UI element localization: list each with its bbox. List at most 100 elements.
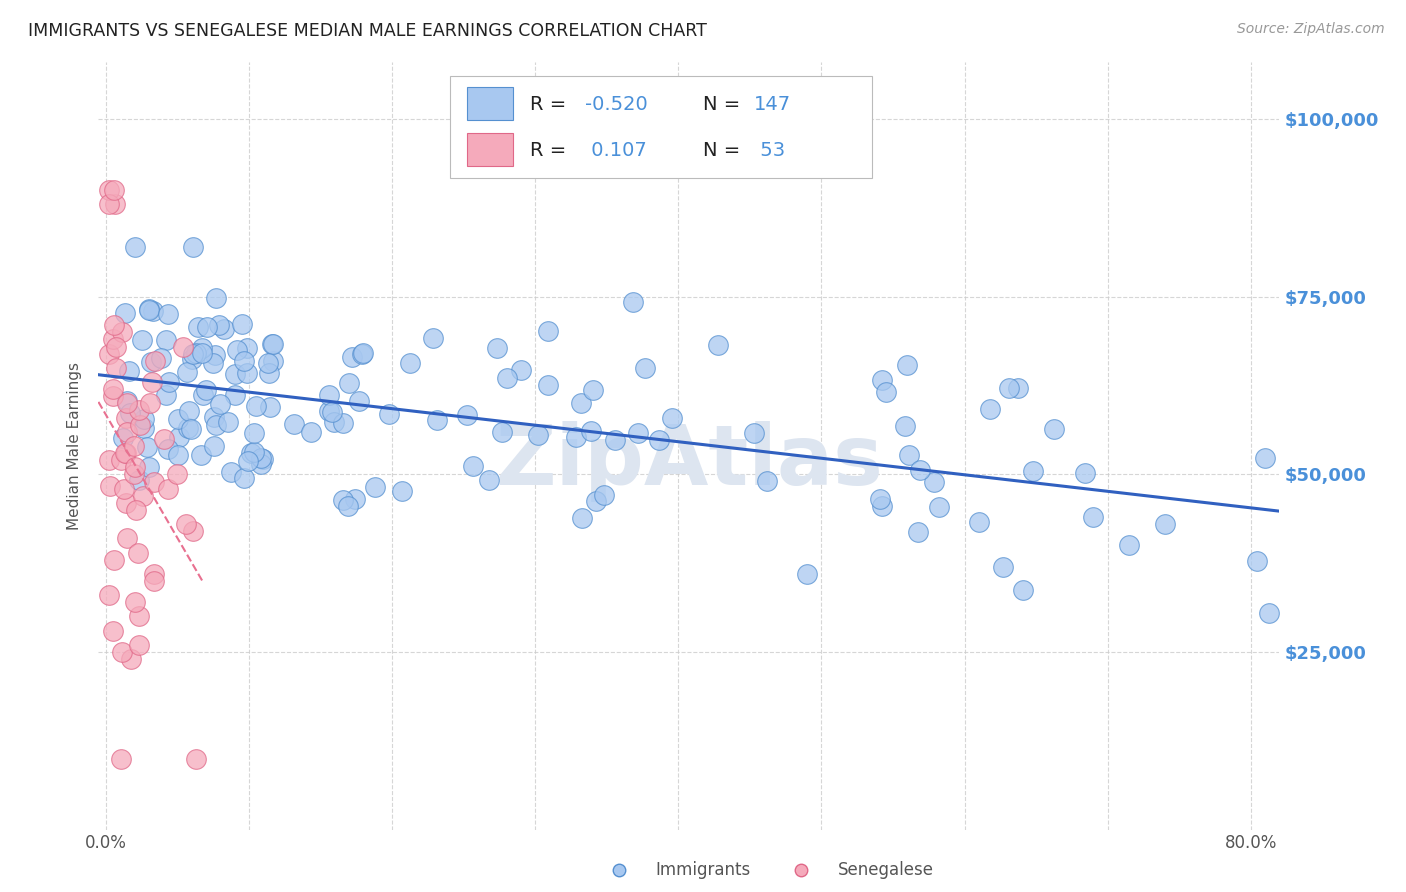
Text: N =: N = — [703, 141, 747, 160]
Point — [134, 421, 156, 435]
Point — [249, 457, 271, 471]
Point — [103, 318, 125, 333]
Point — [141, 375, 163, 389]
Point — [131, 334, 153, 348]
Point — [202, 409, 225, 424]
Point — [181, 240, 204, 254]
Point — [585, 493, 607, 508]
Text: IMMIGRANTS VS SENEGALESE MEDIAN MALE EARNINGS CORRELATION CHART: IMMIGRANTS VS SENEGALESE MEDIAN MALE EAR… — [28, 22, 707, 40]
Point — [252, 451, 274, 466]
Point — [571, 396, 593, 410]
Point — [141, 355, 163, 369]
Point — [486, 342, 509, 356]
Point — [186, 751, 208, 765]
Point — [240, 446, 263, 460]
Point — [744, 426, 766, 441]
Point — [755, 475, 778, 489]
Point — [352, 346, 374, 360]
Point — [422, 331, 444, 345]
Point — [707, 337, 730, 351]
Point — [104, 197, 127, 211]
Point — [157, 482, 180, 496]
Point — [322, 415, 344, 429]
Point — [191, 342, 214, 356]
Point — [621, 295, 644, 310]
Point — [98, 453, 121, 467]
Point — [112, 482, 135, 496]
Point — [564, 430, 586, 444]
Point — [260, 337, 283, 351]
Point — [115, 425, 138, 439]
Point — [118, 364, 141, 378]
Point — [1153, 516, 1175, 531]
Point — [527, 428, 550, 442]
Point — [157, 376, 180, 390]
Point — [122, 439, 145, 453]
Point — [426, 412, 449, 426]
Point — [224, 387, 246, 401]
Point — [139, 396, 162, 410]
Point — [177, 421, 200, 435]
Point — [124, 240, 146, 254]
Point — [112, 431, 135, 445]
Point — [103, 624, 125, 638]
Point — [179, 403, 201, 417]
Point — [491, 425, 513, 439]
Point — [262, 353, 284, 368]
Point — [908, 463, 931, 477]
Point — [332, 416, 354, 430]
Point — [870, 499, 893, 513]
Point — [124, 460, 146, 475]
Point — [896, 358, 918, 372]
FancyBboxPatch shape — [467, 133, 513, 166]
Point — [924, 475, 946, 489]
Point — [232, 354, 254, 368]
Point — [122, 467, 145, 482]
Point — [1022, 464, 1045, 478]
Point — [344, 491, 367, 506]
Point — [232, 471, 254, 485]
Point — [191, 388, 214, 402]
Text: Senegalese: Senegalese — [838, 861, 934, 879]
Point — [111, 326, 134, 340]
Point — [321, 405, 343, 419]
Point — [135, 440, 157, 454]
Point — [128, 609, 150, 624]
Point — [249, 451, 271, 466]
Point — [143, 574, 166, 588]
Point — [581, 383, 603, 397]
Point — [172, 340, 194, 354]
Point — [103, 183, 125, 197]
Point — [114, 306, 136, 320]
Point — [97, 588, 120, 602]
Point — [180, 422, 202, 436]
Point — [197, 320, 219, 334]
Point — [869, 491, 891, 506]
Point — [537, 324, 560, 338]
Point — [579, 425, 602, 439]
Point — [120, 652, 142, 666]
Point — [1118, 538, 1140, 552]
Point — [101, 389, 124, 403]
Point — [101, 382, 124, 396]
Point — [217, 415, 239, 429]
Point — [156, 442, 179, 457]
Point — [342, 350, 364, 364]
Point — [115, 396, 138, 410]
Point — [537, 377, 560, 392]
Text: 147: 147 — [754, 95, 790, 113]
Point — [138, 301, 160, 316]
Point — [142, 475, 165, 489]
Point — [1012, 582, 1035, 597]
Point — [104, 360, 127, 375]
Point — [128, 473, 150, 487]
Point — [347, 394, 370, 409]
Point — [332, 492, 354, 507]
Point — [191, 345, 214, 359]
Point — [283, 417, 305, 431]
Point — [167, 430, 190, 444]
Point — [364, 480, 387, 494]
Point — [115, 446, 138, 460]
Point — [236, 341, 259, 355]
Point — [870, 372, 893, 386]
